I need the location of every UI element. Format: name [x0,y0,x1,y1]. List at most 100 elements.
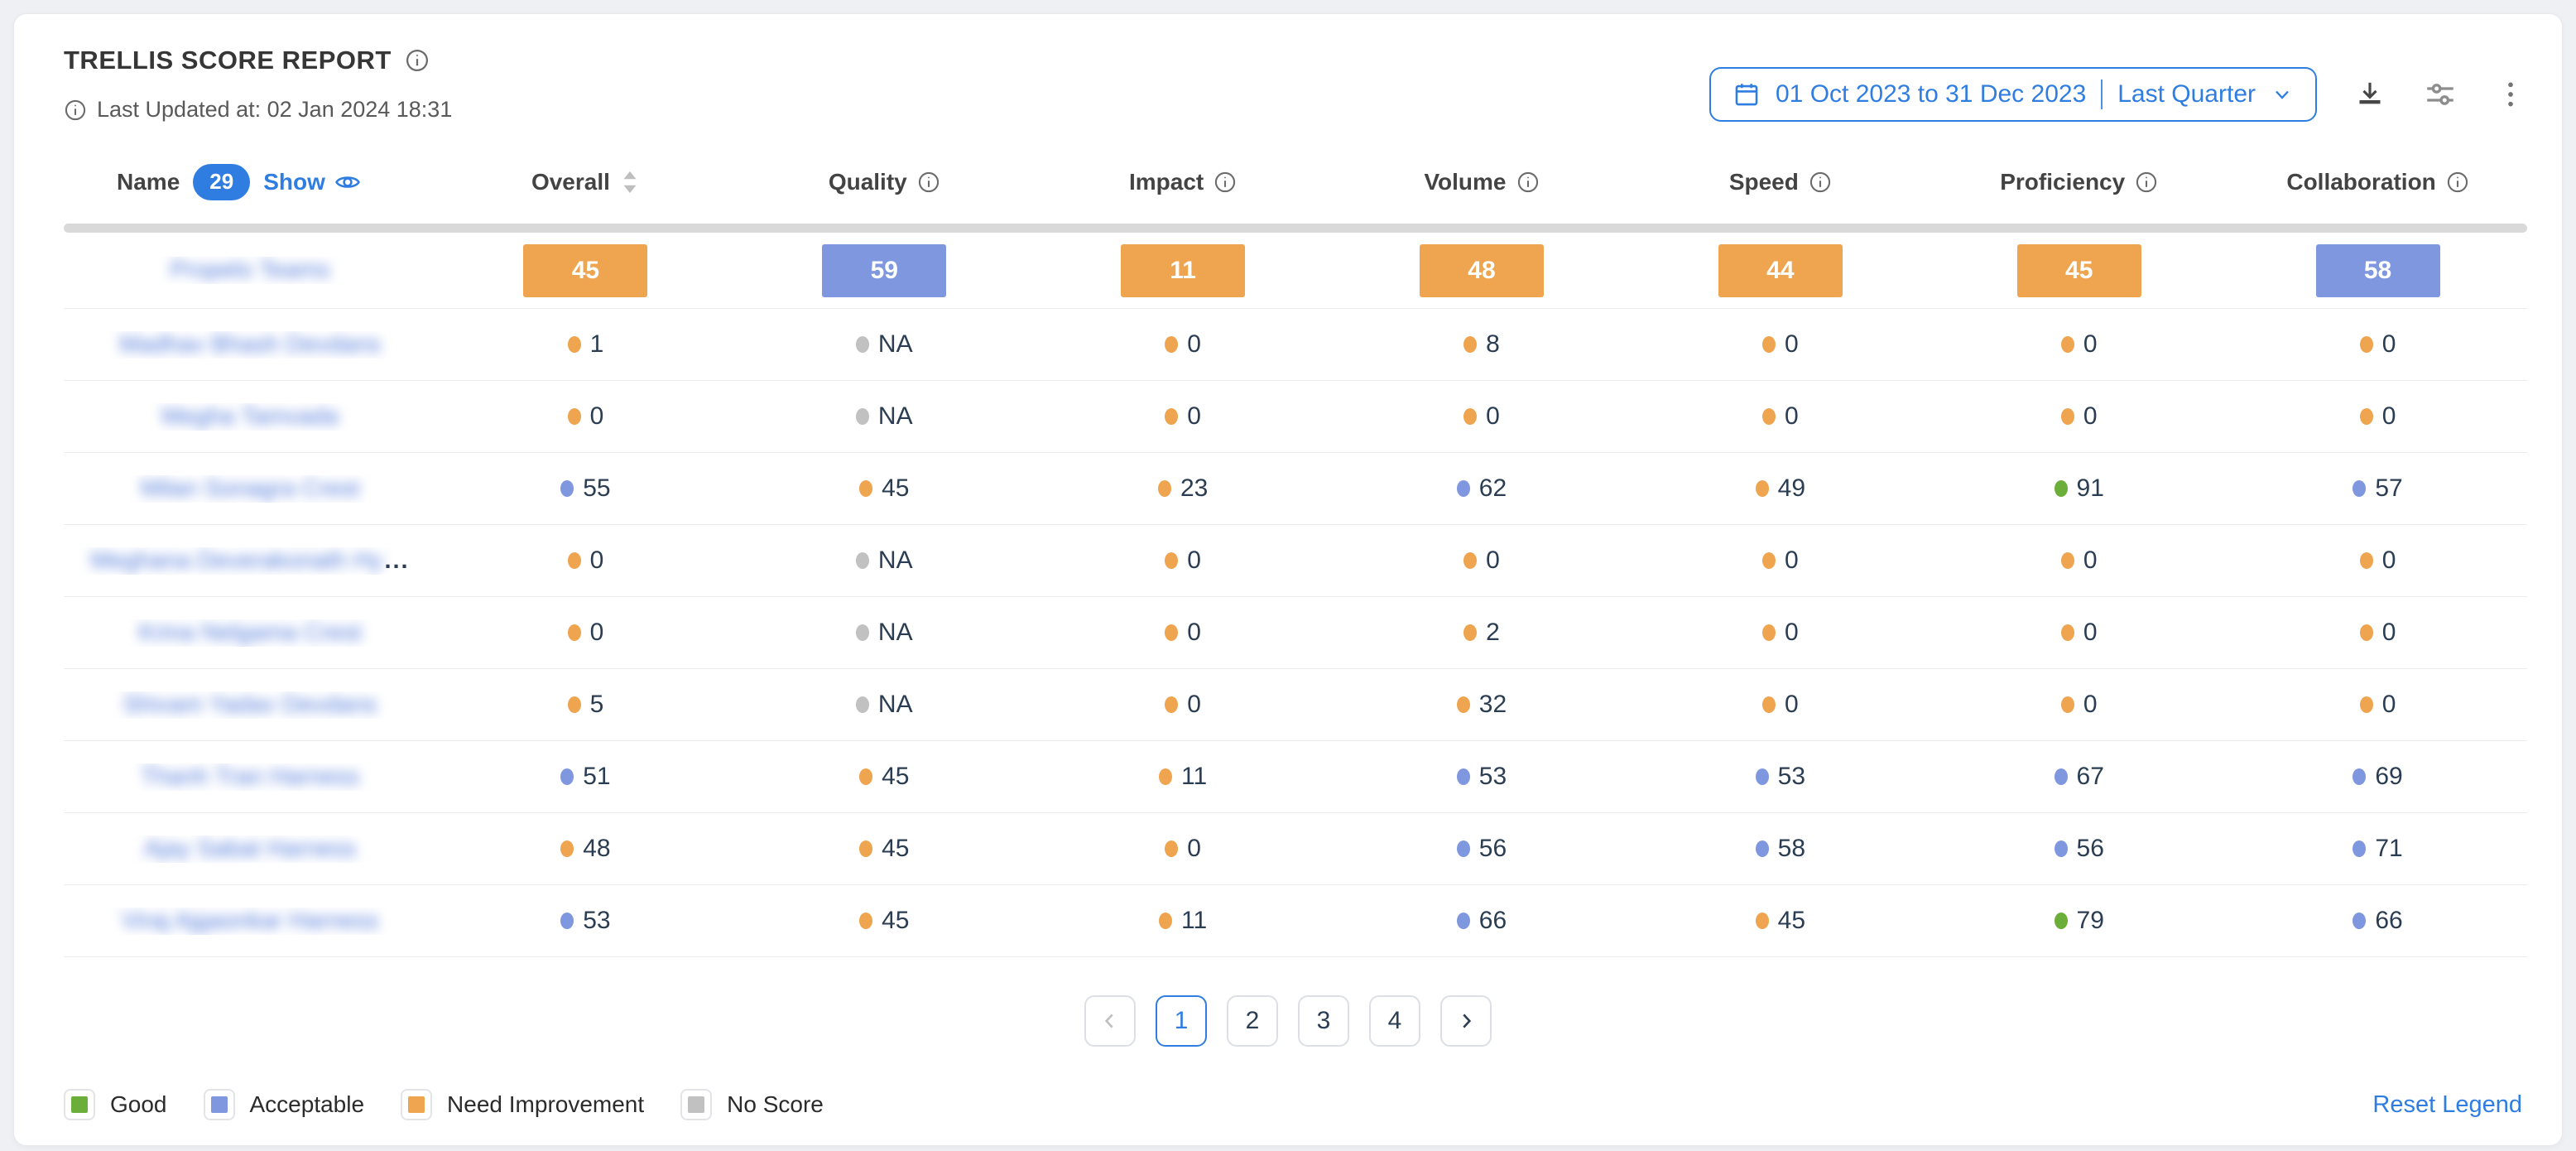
row-name-link[interactable]: Propelo Teams [64,257,436,284]
score-value: 23 [1180,474,1209,502]
score-dot [1165,552,1179,569]
score-badge[interactable]: 58 [2315,243,2440,297]
row-name-link[interactable]: Ajay Sabat Harness [64,836,436,863]
info-icon[interactable] [2135,171,2158,194]
score-cell: 0 [1930,691,2228,719]
row-name-link[interactable]: Viraj Ajgaonkar Harness [64,908,436,935]
legend-item-ns[interactable]: No Score [680,1089,824,1120]
score-dot [2359,552,2373,569]
row-name-link[interactable]: Shivam Yadav Devdans [64,691,436,719]
info-icon[interactable] [1214,171,1237,194]
score-cell: 58 [2228,243,2527,297]
score-badge[interactable]: 59 [822,243,947,297]
column-header-overall[interactable]: Overall [436,169,735,195]
settings-sliders-icon[interactable] [2423,77,2458,112]
pagination-next-button[interactable] [1440,995,1492,1047]
score-cell: 0 [2228,691,2527,719]
legend-label: Acceptable [249,1091,365,1117]
score-value: 57 [2375,474,2403,502]
score-value: 79 [2076,907,2104,934]
row-name-link[interactable]: Megha Tamvada [64,403,436,431]
score-cell: 11 [1034,907,1333,935]
date-range-picker[interactable]: 01 Oct 2023 to 31 Dec 2023 Last Quarter [1709,67,2317,122]
score-badge[interactable]: 11 [1121,243,1246,297]
legend-swatch [408,1096,425,1113]
table-body: Propelo Teams 45 59 11 48 44 45 58 Madhav Bhash … [64,233,2527,957]
row-name-text: Meghana Deverakonath Hy [90,547,383,574]
score-cell: 66 [2228,907,2527,935]
score-dot [855,696,869,713]
reset-legend-link[interactable]: Reset Legend [2372,1091,2522,1118]
score-badge[interactable]: 45 [2016,243,2141,297]
column-header-label: Volume [1424,169,1507,195]
pagination-page-2[interactable]: 2 [1227,995,1278,1047]
score-badge[interactable]: 45 [523,243,648,297]
score-dot [567,624,581,641]
score-dot [2359,336,2373,353]
score-cell: 0 [1631,691,1930,719]
info-icon[interactable] [917,171,940,194]
legend-label: Need Improvement [447,1091,645,1117]
score-cell: 71 [2228,835,2527,863]
download-button[interactable] [2353,78,2386,111]
table-row: Meghana Deverakonath Hy... 0 NA 0 0 0 0 0 [64,525,2527,597]
row-name-link[interactable]: Meghana Deverakonath Hy... [64,547,436,575]
score-cell: 49 [1631,474,1930,503]
show-names-button[interactable]: Show [263,168,362,196]
row-name-text: Madhav Bhash Devdans [119,330,381,358]
pagination-page-4[interactable]: 4 [1369,995,1420,1047]
score-value: 0 [589,619,604,646]
score-cell: 91 [1930,474,2228,503]
score-dot [1463,624,1478,641]
row-name-text: Shivam Yadav Devdans [123,691,377,718]
horizontal-scrollbar[interactable] [64,224,2527,233]
score-value: 0 [1187,402,1201,430]
score-value: 0 [1187,835,1201,862]
column-header-label: Impact [1129,169,1204,195]
score-cell: 0 [2228,330,2527,359]
score-cell: 59 [735,243,1034,297]
table-row: Viraj Ajgaonkar Harness 53 45 11 66 45 79 66 [64,885,2527,957]
score-value: 2 [1486,619,1500,646]
score-cell: 53 [436,907,735,935]
legend-item-good[interactable]: Good [64,1089,167,1120]
info-icon[interactable] [2446,171,2469,194]
kebab-menu-icon[interactable] [2494,78,2527,111]
score-dot [567,336,581,353]
score-cell: 45 [735,907,1034,935]
legend-item-ni[interactable]: Need Improvement [401,1089,644,1120]
score-cell: 0 [1034,691,1333,719]
title-info-icon[interactable] [405,48,430,73]
score-badge[interactable]: 48 [1419,243,1544,297]
info-icon[interactable] [1516,171,1540,194]
score-value: 0 [589,547,604,574]
score-value: 51 [583,763,611,790]
table-row: Madhav Bhash Devdans 1 NA 0 8 0 0 0 [64,309,2527,381]
row-name-link[interactable]: Madhav Bhash Devdans [64,331,436,359]
score-dot [2353,480,2367,497]
score-value: 0 [1785,619,1799,646]
legend-item-acceptable[interactable]: Acceptable [203,1089,365,1120]
score-dot [2359,408,2373,425]
score-dot [560,480,574,497]
column-header-speed[interactable]: Speed [1631,169,1930,195]
pagination-page-1[interactable]: 1 [1156,995,1207,1047]
row-name-link[interactable]: Milan Sonagra Crest [64,475,436,503]
column-header-quality[interactable]: Quality [735,169,1034,195]
score-badge[interactable]: 44 [1718,243,1843,297]
pagination-prev-button[interactable] [1084,995,1136,1047]
date-divider [2101,79,2103,109]
score-dot [567,696,581,713]
row-name-link[interactable]: Krina Nelgama Crest [64,619,436,647]
score-cell: NA [735,619,1034,647]
column-header-impact[interactable]: Impact [1034,169,1333,195]
widget-footer: Good Acceptable Need Improvement No Score R… [42,1089,2534,1125]
pagination-page-3[interactable]: 3 [1298,995,1349,1047]
score-value: 58 [1777,835,1806,862]
score-value: 32 [1478,691,1507,718]
row-name-link[interactable]: Thanh Tran Harness [64,763,436,791]
column-header-proficiency[interactable]: Proficiency [1930,169,2228,195]
info-icon[interactable] [1809,171,1832,194]
column-header-collaboration[interactable]: Collaboration [2228,169,2527,195]
column-header-volume[interactable]: Volume [1333,169,1632,195]
